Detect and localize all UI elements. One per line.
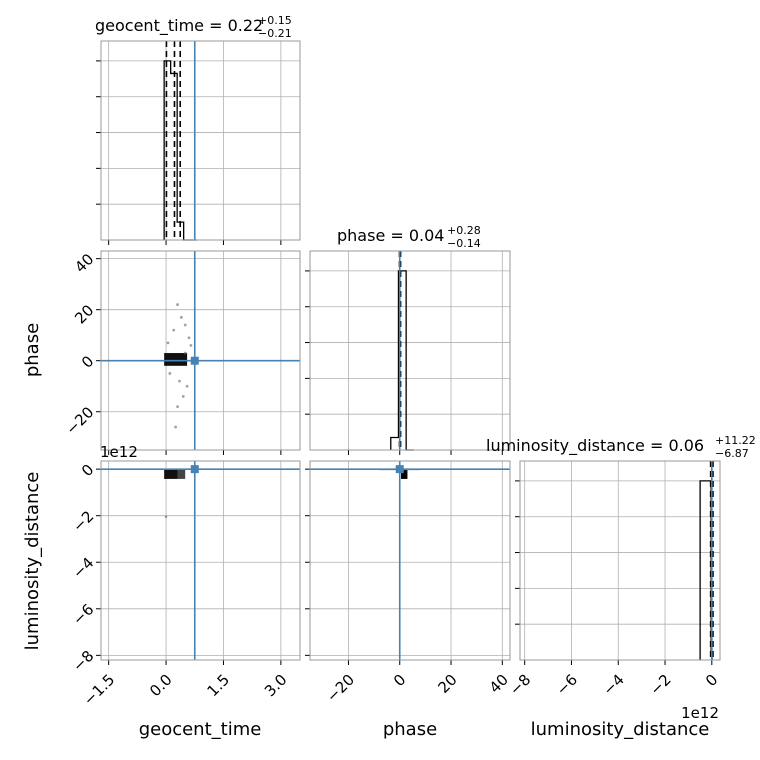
density-cell — [177, 469, 186, 479]
panel-hist-luminosity-distance: −8 −6 −4 −2 0 — [506, 460, 721, 699]
title-phase: phase = 0.04 — [337, 226, 444, 245]
scatter-point — [176, 405, 179, 409]
scatter-point — [176, 303, 179, 306]
density-core — [164, 353, 188, 366]
scatter-point — [174, 425, 178, 429]
panel-geocent-time-vs-phase: −20 0 20 40 — [62, 250, 301, 455]
scatter-point — [168, 372, 172, 375]
x-tick-label-geocent-time: 1.5 — [204, 671, 234, 701]
scatter-point — [172, 328, 176, 332]
y-tick-label-phase: −20 — [62, 403, 97, 438]
y-axis-label-luminosity-distance: luminosity_distance — [22, 472, 43, 651]
x-tick-label-luminosity-distance: −2 — [646, 671, 674, 699]
scatter-point — [166, 341, 170, 345]
x-tick-label-geocent-time: 0.0 — [146, 671, 176, 701]
x-tick-label-luminosity-distance: −6 — [553, 671, 581, 699]
title-luminosity-distance-plus: +11.22 — [715, 434, 756, 447]
scatter-point — [164, 515, 168, 519]
panel-frame — [100, 250, 301, 451]
scatter-point — [178, 379, 181, 383]
panel-hist-geocent-time — [96, 40, 301, 245]
scatter-point — [185, 384, 189, 388]
offset-text-luminosity-distance-y: 1e12 — [100, 443, 138, 461]
title-geocent-time: geocent_time = 0.22 — [95, 16, 263, 36]
scatter-point — [187, 336, 191, 340]
y-tick-label-phase: 0 — [78, 352, 97, 371]
y-tick-label-phase: 20 — [71, 301, 97, 327]
panel-frame — [100, 40, 301, 241]
panel-geocent-time-vs-luminosity-distance: −1.5 0.0 1.5 3.0 −8 −6 −4 −2 0 — [69, 460, 301, 709]
scatter-point — [179, 315, 183, 319]
panel-frame — [100, 460, 301, 661]
histogram-step — [390, 270, 414, 451]
x-tick-label-phase: 20 — [434, 671, 460, 697]
scatter-point — [183, 351, 187, 355]
y-tick-label-luminosity-distance: 0 — [78, 461, 97, 480]
x-axis-label-phase: phase — [383, 719, 437, 740]
title-phase-minus: −0.14 — [447, 237, 481, 250]
panel-phase-vs-luminosity-distance: −20 0 20 40 — [305, 460, 512, 706]
title-luminosity-distance-minus: −6.87 — [715, 447, 749, 460]
density-cell — [401, 469, 408, 479]
panel-frame — [519, 460, 721, 661]
truth-marker — [190, 356, 199, 365]
panel-hist-phase — [305, 250, 511, 455]
x-tick-label-phase: −20 — [323, 671, 358, 706]
x-tick-label-geocent-time: −1.5 — [80, 671, 118, 709]
y-tick-label-luminosity-distance: −8 — [69, 647, 97, 675]
title-phase-plus: +0.28 — [447, 224, 481, 237]
truth-marker — [395, 465, 404, 474]
x-tick-label-geocent-time: 3.0 — [261, 671, 291, 701]
title-geocent-time-minus: −0.21 — [258, 27, 292, 40]
x-axis-label-luminosity-distance: luminosity_distance — [531, 719, 710, 740]
scatter-point — [189, 343, 193, 347]
x-tick-label-luminosity-distance: −4 — [600, 671, 628, 699]
panel-frame — [309, 460, 511, 661]
title-geocent-time-plus: +0.15 — [258, 14, 292, 27]
y-tick-label-phase: 40 — [71, 250, 97, 276]
y-tick-label-luminosity-distance: −2 — [69, 507, 97, 535]
x-tick-label-phase: 0 — [390, 671, 409, 690]
offset-text-luminosity-distance-x: 1e12 — [681, 704, 719, 722]
x-tick-label-luminosity-distance: −8 — [506, 671, 534, 699]
x-axis-label-geocent-time: geocent_time — [139, 719, 262, 740]
density-cell — [164, 469, 178, 479]
scatter-point — [183, 323, 187, 327]
y-tick-label-luminosity-distance: −6 — [69, 600, 97, 628]
x-tick-label-luminosity-distance: 0 — [702, 671, 721, 690]
panel-frame — [309, 250, 511, 451]
title-luminosity-distance: luminosity_distance = 0.06 — [486, 436, 704, 456]
scatter-point — [181, 395, 185, 398]
y-tick-label-luminosity-distance: −4 — [69, 554, 97, 582]
truth-marker — [190, 465, 199, 474]
y-axis-label-phase: phase — [22, 323, 43, 377]
